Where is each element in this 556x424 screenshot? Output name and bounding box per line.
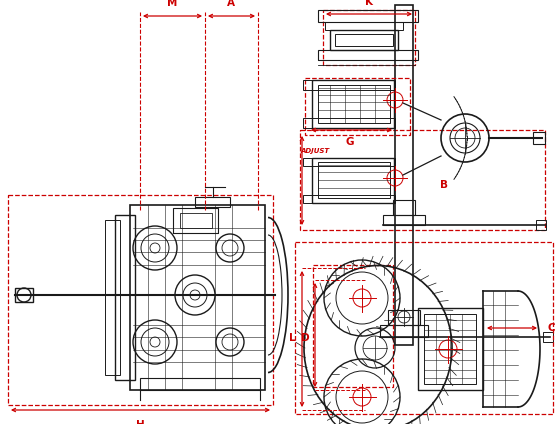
Bar	[380, 325, 428, 337]
Bar	[383, 215, 425, 225]
Text: C: C	[548, 323, 555, 333]
Bar	[195, 197, 230, 207]
Bar	[140, 378, 260, 390]
Bar	[15, 288, 33, 302]
Bar	[388, 310, 420, 325]
Bar	[318, 10, 418, 22]
Bar	[115, 215, 135, 380]
Text: K: K	[365, 0, 373, 7]
Bar	[295, 242, 553, 414]
Bar	[300, 130, 545, 230]
Bar	[312, 158, 394, 203]
Text: H: H	[136, 420, 145, 424]
Bar	[323, 10, 415, 65]
Bar	[305, 78, 410, 135]
Bar	[335, 34, 393, 46]
Bar	[303, 118, 395, 128]
Bar	[105, 220, 120, 375]
Bar	[303, 80, 395, 90]
Bar	[325, 22, 403, 30]
Text: D: D	[301, 333, 310, 343]
Bar	[330, 30, 398, 50]
Bar	[424, 314, 476, 384]
Text: A: A	[227, 0, 235, 8]
Text: M: M	[167, 0, 177, 8]
Bar	[543, 332, 553, 342]
Bar	[395, 5, 413, 345]
Bar	[180, 213, 212, 228]
Bar	[130, 205, 265, 390]
Bar	[533, 132, 545, 144]
Bar	[393, 200, 415, 215]
Bar	[418, 308, 483, 390]
Bar	[303, 195, 395, 203]
Bar	[313, 265, 393, 387]
Bar	[303, 158, 395, 166]
Text: B: B	[440, 180, 448, 190]
Bar	[536, 220, 546, 230]
Bar	[8, 195, 273, 405]
Bar	[318, 50, 418, 60]
Text: L: L	[289, 333, 296, 343]
Bar	[312, 80, 394, 128]
Bar	[318, 85, 390, 123]
Bar	[318, 162, 390, 198]
Text: G: G	[346, 137, 354, 147]
Bar	[173, 208, 218, 233]
Text: ADJUST: ADJUST	[300, 148, 329, 154]
